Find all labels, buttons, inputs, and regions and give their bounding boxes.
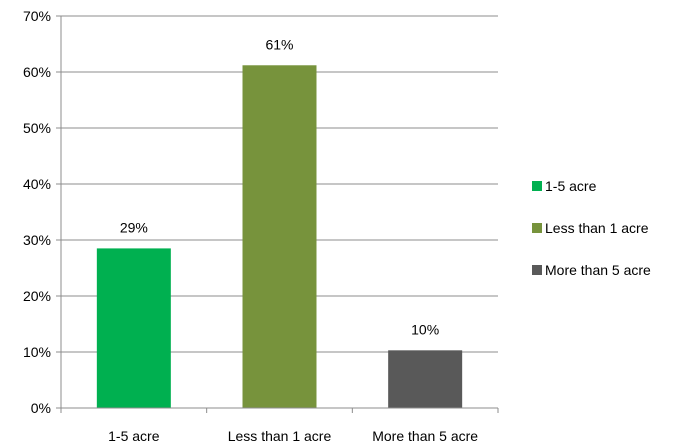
bar-less-than-1-acre bbox=[242, 65, 317, 408]
legend-entry-label: 1-5 acre bbox=[545, 178, 597, 194]
y-tick-label: 20% bbox=[23, 288, 51, 304]
x-category-label: Less than 1 acre bbox=[228, 428, 332, 444]
y-tick-label: 40% bbox=[23, 176, 51, 192]
y-axis-ticks: 0% 10% 20% 30% 40% 50% 60% 70% bbox=[23, 8, 61, 416]
legend-entry-label: Less than 1 acre bbox=[545, 220, 649, 236]
y-tick-label: 0% bbox=[31, 400, 51, 416]
data-labels: 29% 61% 10% bbox=[120, 36, 439, 337]
data-label: 10% bbox=[411, 321, 439, 337]
legend: 1-5 acre Less than 1 acre More than 5 acre bbox=[532, 178, 651, 278]
x-category-label: 1-5 acre bbox=[108, 428, 160, 444]
bar-1-5-acre bbox=[96, 248, 171, 408]
legend-entry-label: More than 5 acre bbox=[545, 262, 651, 278]
bar-more-than-5-acre bbox=[388, 350, 463, 408]
y-tick-label: 50% bbox=[23, 120, 51, 136]
legend-swatch bbox=[532, 181, 542, 191]
legend-swatch bbox=[532, 223, 542, 233]
data-label: 61% bbox=[265, 36, 293, 52]
y-tick-label: 10% bbox=[23, 344, 51, 360]
legend-swatch bbox=[532, 265, 542, 275]
axes bbox=[60, 16, 498, 409]
x-category-label: More than 5 acre bbox=[372, 428, 478, 444]
y-tick-label: 70% bbox=[23, 8, 51, 24]
x-axis-ticks: 1-5 acre Less than 1 acre More than 5 acre bbox=[60, 408, 499, 444]
bars bbox=[96, 65, 463, 408]
y-tick-label: 60% bbox=[23, 64, 51, 80]
y-tick-label: 30% bbox=[23, 232, 51, 248]
data-label: 29% bbox=[120, 219, 148, 235]
